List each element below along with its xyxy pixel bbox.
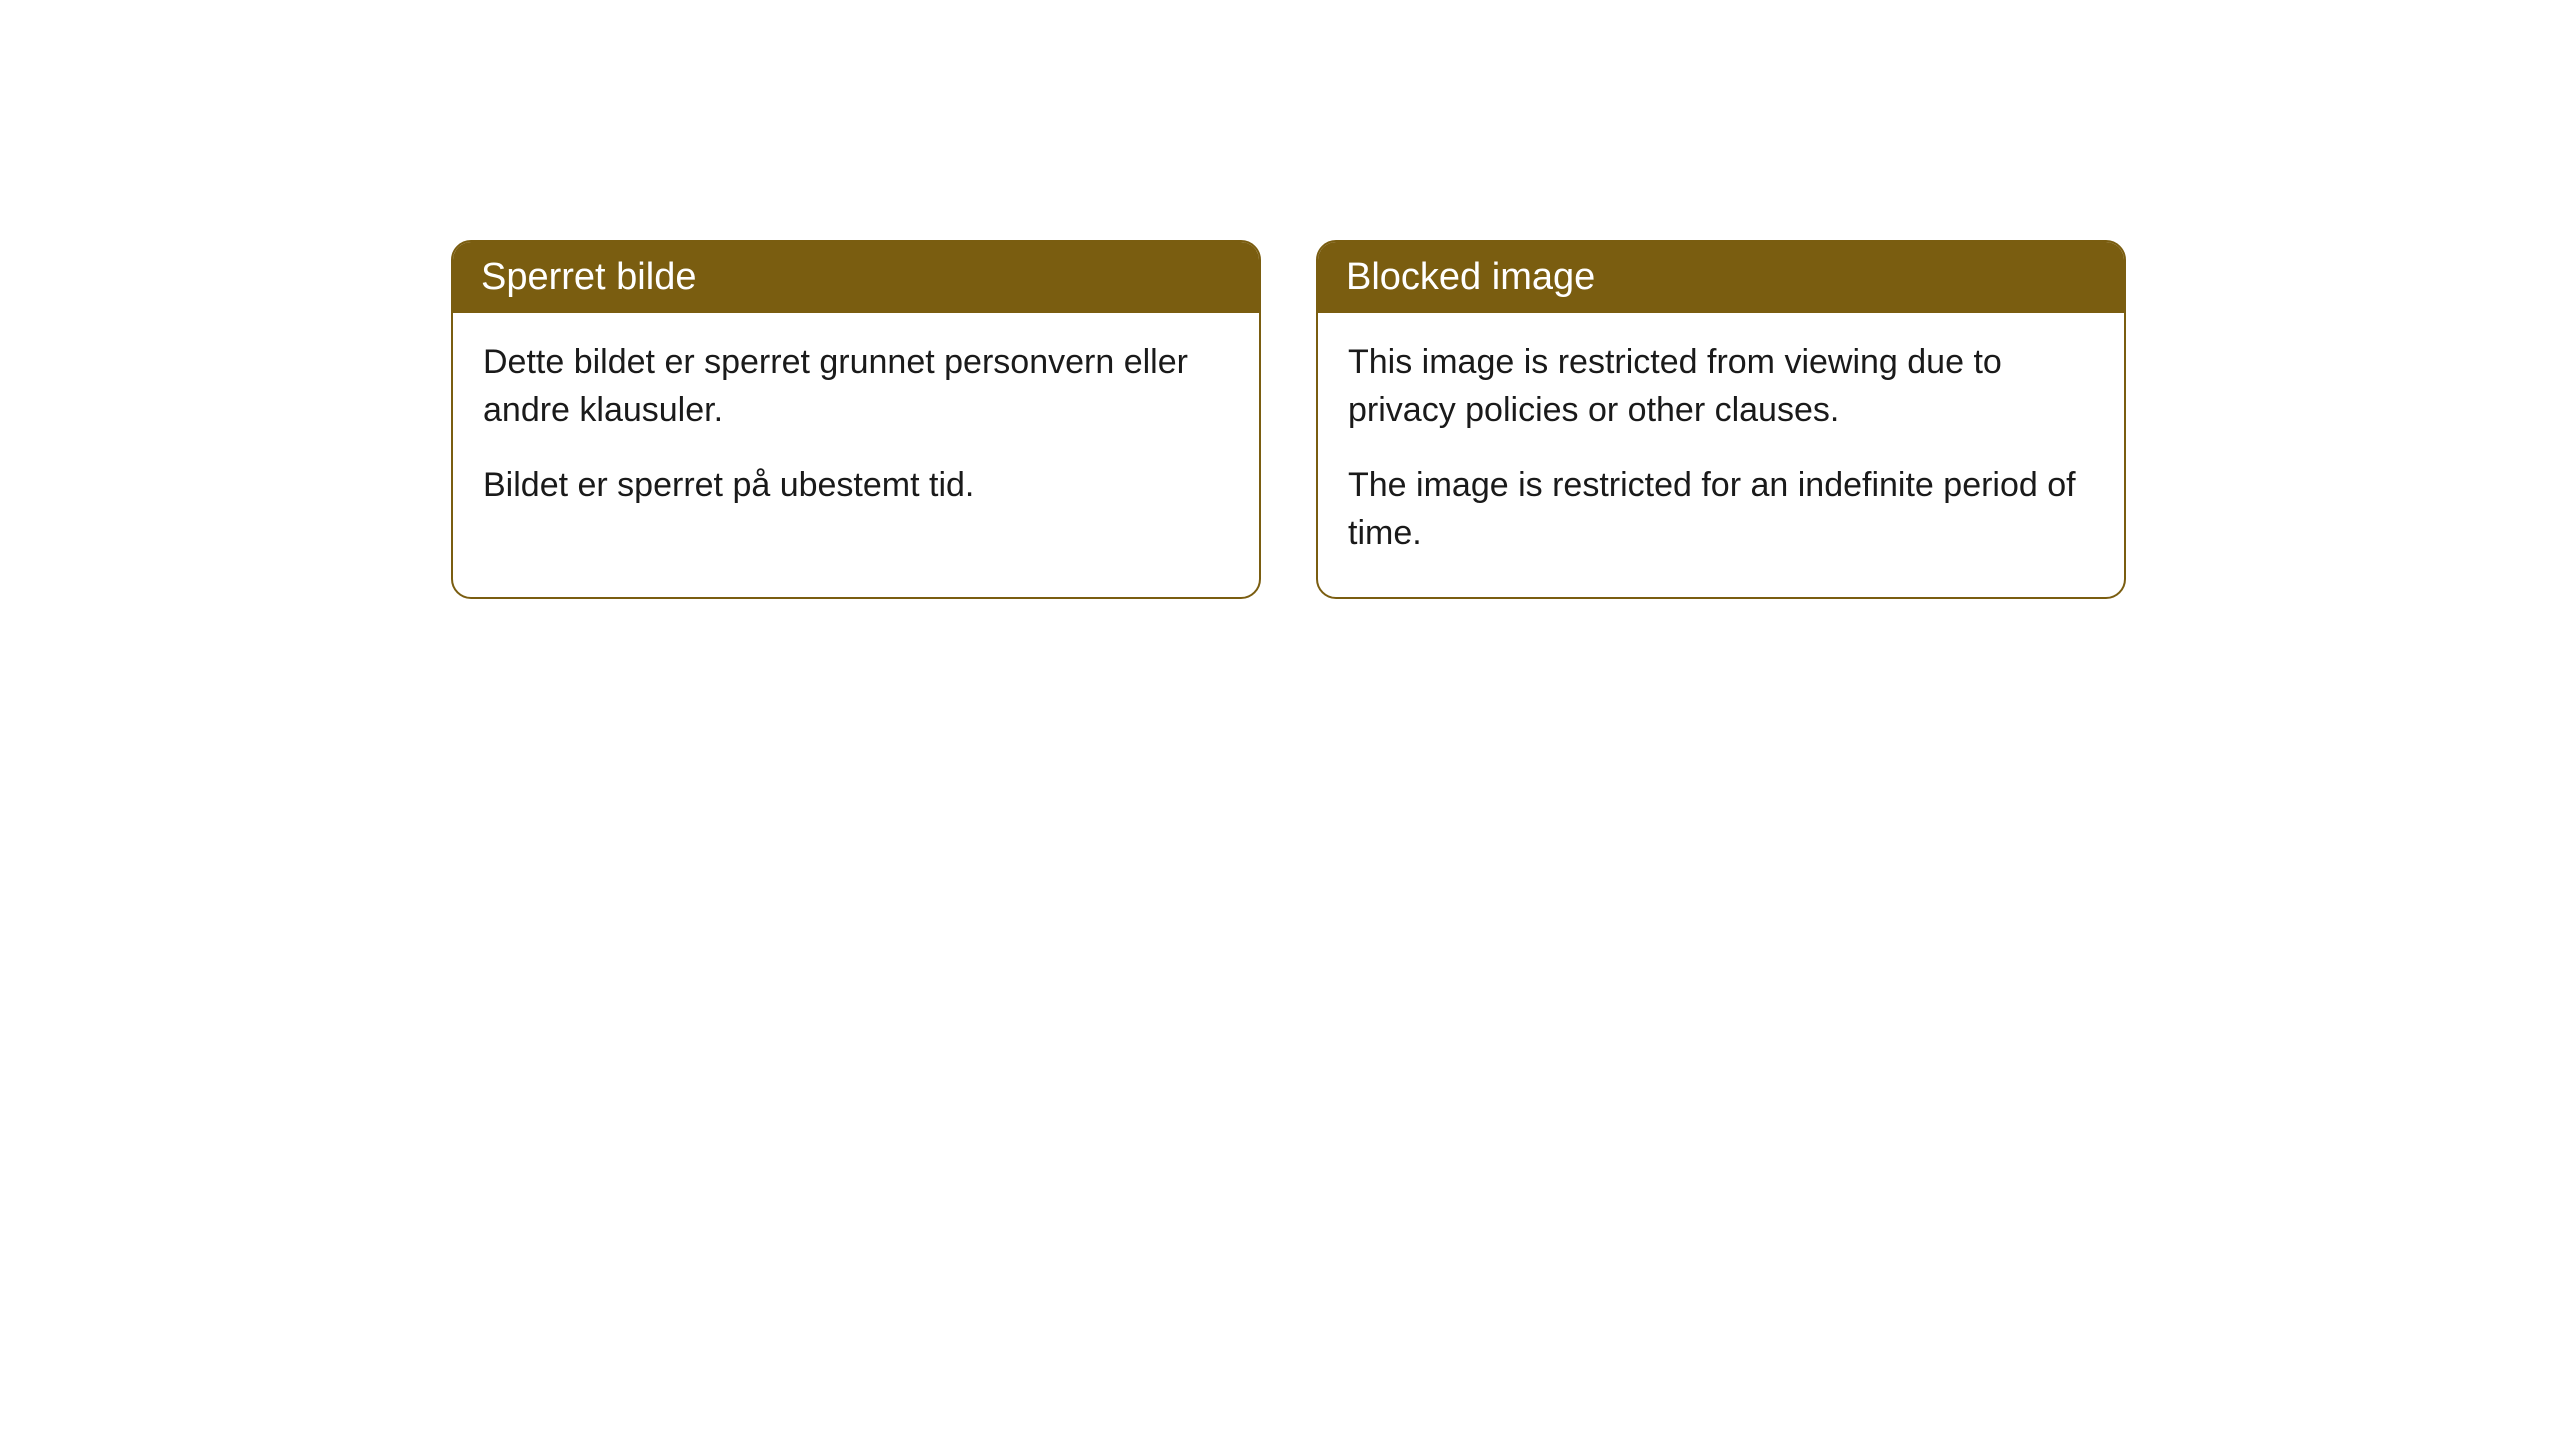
notice-cards-container: Sperret bilde Dette bildet er sperret gr…	[451, 240, 2126, 599]
card-paragraph1-norwegian: Dette bildet er sperret grunnet personve…	[483, 339, 1229, 434]
card-header-english: Blocked image	[1318, 242, 2124, 313]
card-body-english: This image is restricted from viewing du…	[1318, 313, 2124, 597]
card-paragraph1-english: This image is restricted from viewing du…	[1348, 339, 2094, 434]
notice-card-english: Blocked image This image is restricted f…	[1316, 240, 2126, 599]
card-title-english: Blocked image	[1346, 256, 1595, 298]
card-header-norwegian: Sperret bilde	[453, 242, 1259, 313]
card-paragraph2-english: The image is restricted for an indefinit…	[1348, 462, 2094, 557]
card-paragraph2-norwegian: Bildet er sperret på ubestemt tid.	[483, 462, 1229, 510]
card-title-norwegian: Sperret bilde	[481, 256, 696, 298]
notice-card-norwegian: Sperret bilde Dette bildet er sperret gr…	[451, 240, 1261, 599]
card-body-norwegian: Dette bildet er sperret grunnet personve…	[453, 313, 1259, 550]
